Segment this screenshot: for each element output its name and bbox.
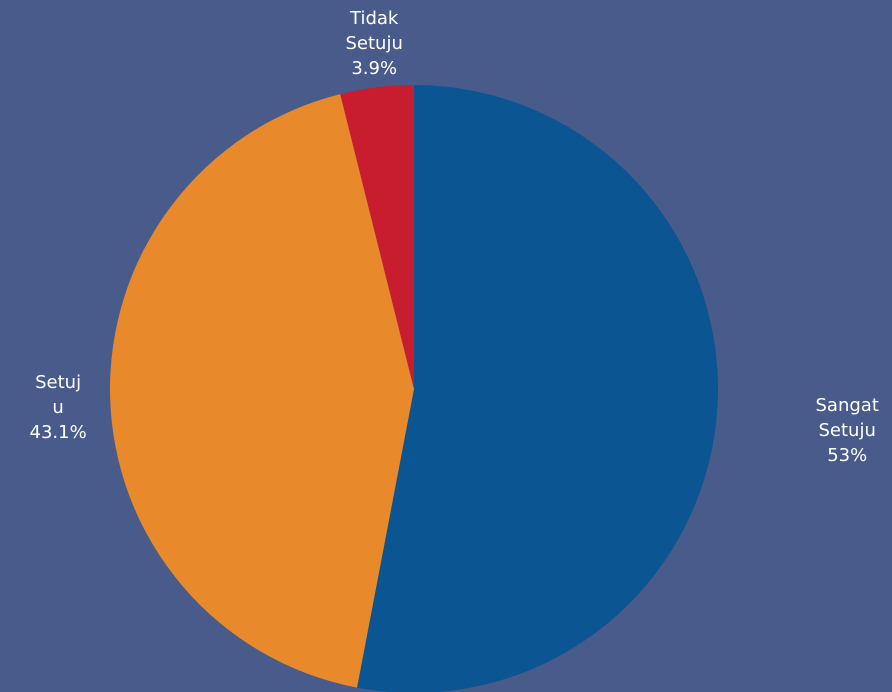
slice-label-sangat-setuju: Sangat Setuju 53% [816,393,879,468]
slice-label-line: Setuju [818,420,876,441]
slice-label-line: Tidak [350,8,399,29]
slice-label-line: Setuju [345,33,403,54]
slice-percent: 53% [827,445,868,466]
slice-label-line: u [52,397,64,418]
slice-label-setuju: Setuj u 43.1% [30,370,87,445]
slice-label-line: Sangat [815,395,879,416]
slice-percent: 3.9% [351,58,398,79]
pie-slice-tidaksetuju [340,85,414,389]
pie-slice-setuju [109,94,414,688]
slice-label-tidak-setuju: Tidak Setuju 3.9% [346,6,403,81]
slice-percent: 43.1% [29,422,87,443]
pie-slice-sangatsetuju [357,85,718,692]
slice-label-line: Setuj [35,372,82,393]
